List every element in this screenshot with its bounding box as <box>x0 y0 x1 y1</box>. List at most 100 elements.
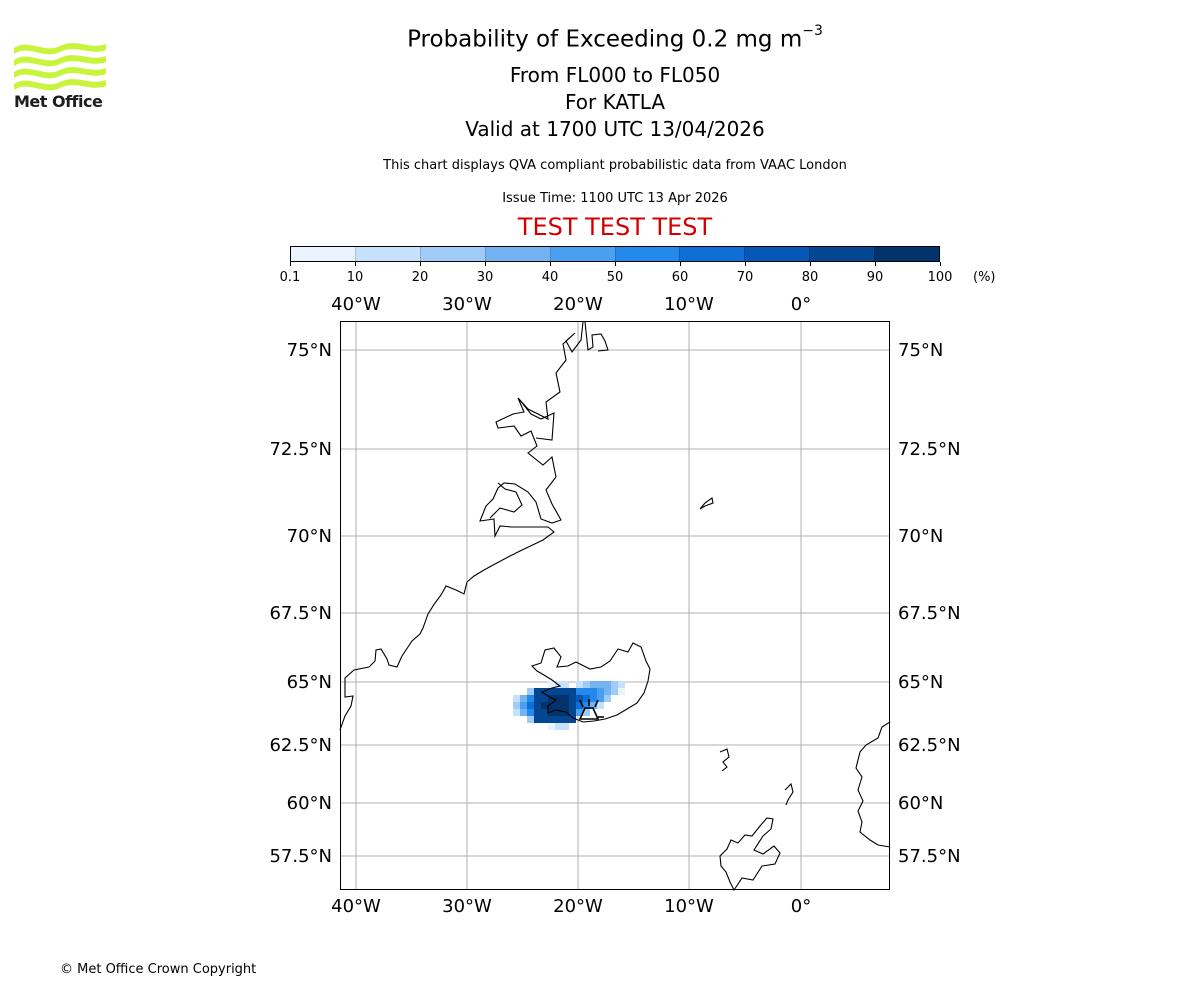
lat-label: 67.5°N <box>269 603 332 624</box>
ash-cell <box>576 681 583 688</box>
colorbar-tick-label: 40 <box>541 270 559 285</box>
lon-label: 0° <box>791 896 811 917</box>
colorbar-unit: (%) <box>973 270 996 285</box>
lat-label: 62.5°N <box>898 735 961 756</box>
volcano-name: For KATLA <box>565 90 665 114</box>
colorbar-tick <box>290 262 291 266</box>
ash-cell <box>513 709 520 716</box>
ash-cell <box>583 695 590 702</box>
colorbar-tick <box>615 262 616 266</box>
colorbar-segment <box>614 247 680 261</box>
ash-cell <box>555 702 562 709</box>
ash-cell <box>590 681 597 688</box>
ash-cell <box>520 702 527 709</box>
ash-cell <box>562 695 569 702</box>
ash-cell <box>583 688 590 695</box>
description: This chart displays QVA compliant probab… <box>383 158 847 173</box>
jan-mayen <box>699 497 714 510</box>
lon-label: 30°W <box>442 294 492 315</box>
ash-cell <box>527 688 534 695</box>
ash-cell <box>562 688 569 695</box>
ash-cell <box>548 709 555 716</box>
ash-cell <box>590 695 597 702</box>
ash-cell <box>590 702 597 709</box>
colorbar-tick <box>420 262 421 266</box>
ash-cell <box>513 702 520 709</box>
shetland <box>784 782 794 806</box>
copyright: © Met Office Crown Copyright <box>60 962 257 977</box>
ash-probability-field <box>513 681 625 730</box>
colorbar-tick <box>680 262 681 266</box>
valid-time: Valid at 1700 UTC 13/04/2026 <box>465 117 765 141</box>
ash-cell <box>527 709 534 716</box>
lat-label: 62.5°N <box>269 735 332 756</box>
colorbar-tick-label: 100 <box>927 270 953 285</box>
ash-cell <box>583 702 590 709</box>
colorbar-tick-label: 20 <box>411 270 429 285</box>
colorbar-tick <box>940 262 941 266</box>
ash-cell <box>548 702 555 709</box>
ash-cell <box>548 681 555 688</box>
lat-label: 65°N <box>287 672 332 693</box>
lon-label: 40°W <box>331 896 381 917</box>
ash-cell <box>576 688 583 695</box>
lon-label: 10°W <box>664 896 714 917</box>
ash-cell <box>534 695 541 702</box>
faroe-islands <box>719 748 730 772</box>
ash-cell <box>618 681 625 688</box>
met-office-logo <box>14 43 106 91</box>
ash-cell <box>576 709 583 716</box>
ash-cell <box>604 688 611 695</box>
colorbar-segment <box>679 247 745 261</box>
lat-label: 60°N <box>287 793 332 814</box>
lat-label: 57.5°N <box>898 846 961 867</box>
colorbar-tick-label: 10 <box>346 270 364 285</box>
ash-cell <box>520 695 527 702</box>
map-frame <box>340 321 890 890</box>
ash-cell <box>604 695 611 702</box>
colorbar-tick <box>485 262 486 266</box>
ash-cell <box>604 681 611 688</box>
colorbar-tick <box>745 262 746 266</box>
ash-cell <box>590 688 597 695</box>
norway-coast <box>855 721 891 848</box>
colorbar-segment <box>549 247 615 261</box>
ash-cell <box>548 716 555 723</box>
ash-cell <box>569 695 576 702</box>
lon-labels-top: 40°W 30°W 20°W 10°W 0° <box>331 294 811 315</box>
lat-label: 72.5°N <box>898 439 961 460</box>
lon-label: 20°W <box>553 896 603 917</box>
colorbar-tick-label: 30 <box>476 270 494 285</box>
ash-cell <box>569 709 576 716</box>
colorbar-segment <box>744 247 810 261</box>
ash-cell <box>527 716 534 723</box>
greenland-inlet-1 <box>518 398 555 441</box>
ash-cell <box>541 695 548 702</box>
ash-cell <box>562 681 569 688</box>
ash-cell <box>555 716 562 723</box>
colorbar-tick-label: 80 <box>801 270 819 285</box>
ash-cell <box>569 716 576 723</box>
ash-cell <box>583 709 590 716</box>
ash-cell <box>611 688 618 695</box>
lat-label: 65°N <box>898 672 943 693</box>
ash-cell <box>548 695 555 702</box>
ash-cell <box>611 681 618 688</box>
lon-label: 30°W <box>442 896 492 917</box>
ash-cell <box>548 688 555 695</box>
coastlines <box>339 321 891 892</box>
ash-cell <box>597 695 604 702</box>
colorbar-tick <box>875 262 876 266</box>
volcano-icon <box>578 699 604 720</box>
colorbar-tick-label: 60 <box>671 270 689 285</box>
colorbar-tick-label: 70 <box>736 270 754 285</box>
ash-cell <box>534 709 541 716</box>
ash-cell <box>555 688 562 695</box>
ash-cell <box>562 723 569 730</box>
colorbar-tick <box>810 262 811 266</box>
ash-cell <box>569 688 576 695</box>
lon-label: 40°W <box>331 294 381 315</box>
lat-label: 70°N <box>287 526 332 547</box>
ash-cell <box>520 709 527 716</box>
